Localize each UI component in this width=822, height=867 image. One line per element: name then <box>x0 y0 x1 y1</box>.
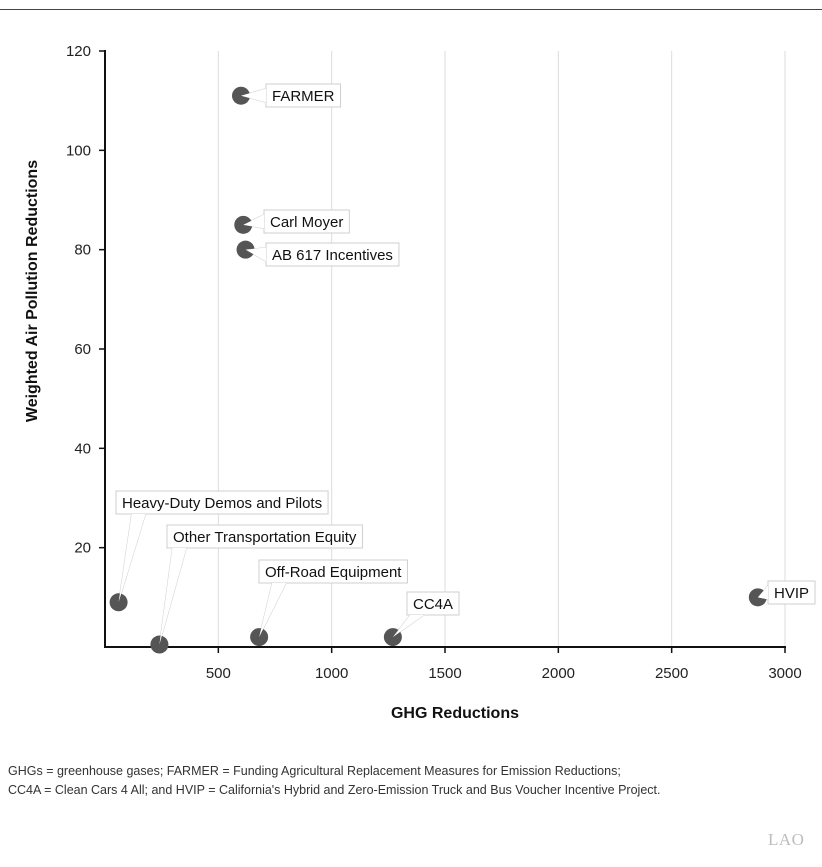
point-label-box <box>115 490 329 515</box>
scatter-chart: 500 1000 1500 2000 2500 3000 20 40 60 80 100 120 FA… <box>24 43 816 722</box>
label-leader-fill <box>243 214 264 229</box>
point-label: Heavy-Duty Demos and Pilots <box>122 495 322 512</box>
y-axis-title: Weighted Air Pollution Reductions <box>24 160 41 422</box>
top-rule <box>0 9 822 10</box>
y-tick-label: 100 <box>66 142 91 159</box>
grid-layer <box>217 51 786 647</box>
point-label-box <box>406 591 460 616</box>
x-tick-label: 3000 <box>768 665 801 682</box>
point-label: Carl Moyer <box>270 214 343 231</box>
point-label-box <box>258 559 408 584</box>
x-axis-title: GHG Reductions <box>391 705 519 722</box>
label-leader-fill <box>241 88 266 103</box>
x-tick-label: 1000 <box>315 665 348 682</box>
label-leader-fill <box>259 583 287 638</box>
label-leader-fill <box>159 548 187 645</box>
label-leader-fill <box>245 247 266 262</box>
point-label: AB 617 Incentives <box>272 247 393 264</box>
point-label: Other Transportation Equity <box>173 529 357 546</box>
footnote: GHGs = greenhouse gases; FARMER = Fundin… <box>8 762 820 800</box>
point-label-box <box>166 524 363 549</box>
x-tick-label: 2500 <box>655 665 688 682</box>
y-tick-label: 20 <box>74 540 91 557</box>
label-leader-fill <box>392 615 424 638</box>
footnote-line-1: GHGs = greenhouse gases; FARMER = Fundin… <box>8 764 621 778</box>
leader-layer <box>118 87 769 645</box>
x-tick-label: 1500 <box>428 665 461 682</box>
x-tick-label: 500 <box>206 665 231 682</box>
y-tick-label: 60 <box>74 341 91 358</box>
point-layer <box>109 86 767 654</box>
axes-layer: 500 1000 1500 2000 2500 3000 20 40 60 80 100 120 <box>66 43 802 682</box>
point-label: Off-Road Equipment <box>265 564 402 581</box>
y-tick-label: 40 <box>74 440 91 457</box>
x-tick-label: 2000 <box>542 665 575 682</box>
point-label: CC4A <box>413 596 453 613</box>
footnote-line-2: CC4A = Clean Cars 4 All; and HVIP = Cali… <box>8 783 661 797</box>
data-point <box>236 240 255 259</box>
label-layer: FARMER Carl Moyer AB 617 Incentives Heavy-D… <box>115 83 816 645</box>
label-leader-fill <box>118 514 146 603</box>
lao-logo: LAO <box>768 830 805 849</box>
y-tick-label: 80 <box>74 242 91 259</box>
point-label: FARMER <box>272 88 335 105</box>
y-tick-label: 120 <box>66 43 91 60</box>
label-leader-fill <box>757 585 768 600</box>
point-label: HVIP <box>774 585 809 602</box>
